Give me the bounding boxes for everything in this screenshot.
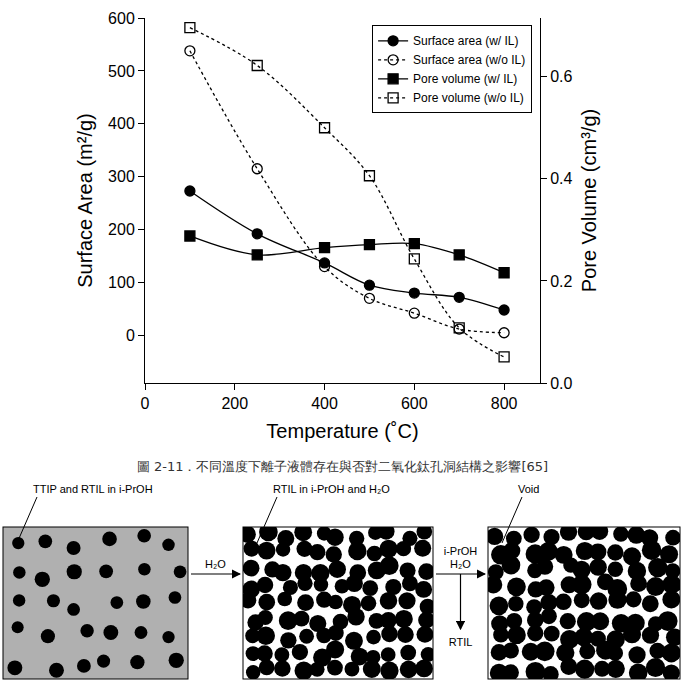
svg-text:H₂O: H₂O <box>450 558 471 570</box>
svg-text:0.2: 0.2 <box>550 273 572 290</box>
svg-text:Temperature (˚C): Temperature (˚C) <box>266 420 418 442</box>
svg-text:500: 500 <box>108 63 135 80</box>
svg-text:TTIP and RTIL in i-PrOH: TTIP and RTIL in i-PrOH <box>33 483 153 495</box>
svg-text:Void: Void <box>518 483 539 495</box>
svg-text:Pore volume (w/ IL): Pore volume (w/ IL) <box>413 72 517 86</box>
html-text:圖 2-11．不同溫度下離子液體存在與否對二氧化鈦孔洞結構之: 圖 2-11．不同溫度下離子液體存在與否對二氧化鈦孔洞結構之影響[65] <box>136 459 549 474</box>
svg-text:600: 600 <box>401 395 428 412</box>
svg-text:Pore volume (w/o IL): Pore volume (w/o IL) <box>413 91 524 105</box>
svg-text:200: 200 <box>108 221 135 238</box>
svg-text:0.4: 0.4 <box>550 170 572 187</box>
svg-text:0: 0 <box>126 327 135 344</box>
svg-text:0.6: 0.6 <box>550 68 572 85</box>
svg-text:Surface Area (m²/g): Surface Area (m²/g) <box>74 113 96 288</box>
svg-text:100: 100 <box>108 274 135 291</box>
svg-text:i-PrOH: i-PrOH <box>444 545 478 557</box>
svg-text:0.0: 0.0 <box>550 375 572 392</box>
svg-text:RTIL in i-PrOH and H₂O: RTIL in i-PrOH and H₂O <box>273 483 390 495</box>
svg-text:Surface area (w/ IL): Surface area (w/ IL) <box>413 34 518 48</box>
svg-text:0: 0 <box>141 395 150 412</box>
svg-text:400: 400 <box>311 395 338 412</box>
svg-text:400: 400 <box>108 115 135 132</box>
svg-text:Pore Volume (cm³/g): Pore Volume (cm³/g) <box>578 109 600 292</box>
svg-text:600: 600 <box>108 10 135 27</box>
svg-text:H₂O: H₂O <box>205 558 226 570</box>
svg-text:RTIL: RTIL <box>449 636 473 648</box>
svg-text:800: 800 <box>491 395 518 412</box>
svg-text:200: 200 <box>221 395 248 412</box>
svg-text:Surface area (w/o IL): Surface area (w/o IL) <box>413 53 525 67</box>
svg-text:300: 300 <box>108 168 135 185</box>
